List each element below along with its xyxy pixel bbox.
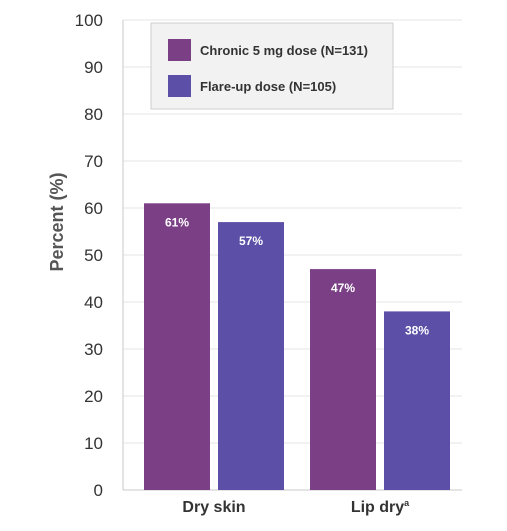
x-category-label: Dry skin bbox=[182, 499, 245, 516]
x-category-label: Lip drya bbox=[351, 498, 410, 516]
y-tick-label: 90 bbox=[84, 58, 103, 77]
y-tick-label: 0 bbox=[94, 481, 103, 500]
bar bbox=[144, 203, 210, 491]
y-axis-ticks: 0 10 20 30 40 50 60 70 80 90 100 bbox=[75, 11, 103, 500]
y-tick-label: 30 bbox=[84, 340, 103, 359]
category-text: Lip dry bbox=[351, 499, 404, 516]
x-axis-categories: Dry skin Lip drya bbox=[182, 498, 410, 516]
bars: 61% 57% 47% 38% bbox=[144, 203, 450, 491]
legend-label: Flare-up dose (N=105) bbox=[200, 79, 336, 94]
bar-value-label: 47% bbox=[331, 281, 355, 295]
y-tick-label: 40 bbox=[84, 293, 103, 312]
legend-label: Chronic 5 mg dose (N=131) bbox=[200, 43, 368, 58]
bar bbox=[218, 222, 284, 490]
legend-swatch bbox=[168, 39, 191, 61]
bar-value-label: 38% bbox=[405, 323, 429, 337]
y-axis-label: Percent (%) bbox=[47, 172, 67, 271]
bar-value-label: 57% bbox=[239, 234, 263, 248]
y-tick-label: 80 bbox=[84, 105, 103, 124]
y-tick-label: 20 bbox=[84, 387, 103, 406]
legend-swatch bbox=[168, 75, 191, 97]
y-tick-label: 10 bbox=[84, 434, 103, 453]
bar bbox=[310, 269, 376, 490]
bar-value-label: 61% bbox=[165, 215, 189, 229]
legend-box bbox=[150, 22, 394, 110]
legend: Chronic 5 mg dose (N=131) Flare-up dose (… bbox=[150, 22, 394, 110]
y-tick-label: 60 bbox=[84, 199, 103, 218]
y-tick-label: 70 bbox=[84, 152, 103, 171]
category-superscript: a bbox=[404, 498, 410, 508]
category-text: Dry skin bbox=[182, 499, 245, 516]
bar bbox=[384, 311, 450, 490]
y-tick-label: 50 bbox=[84, 246, 103, 265]
y-tick-label: 100 bbox=[75, 11, 103, 30]
